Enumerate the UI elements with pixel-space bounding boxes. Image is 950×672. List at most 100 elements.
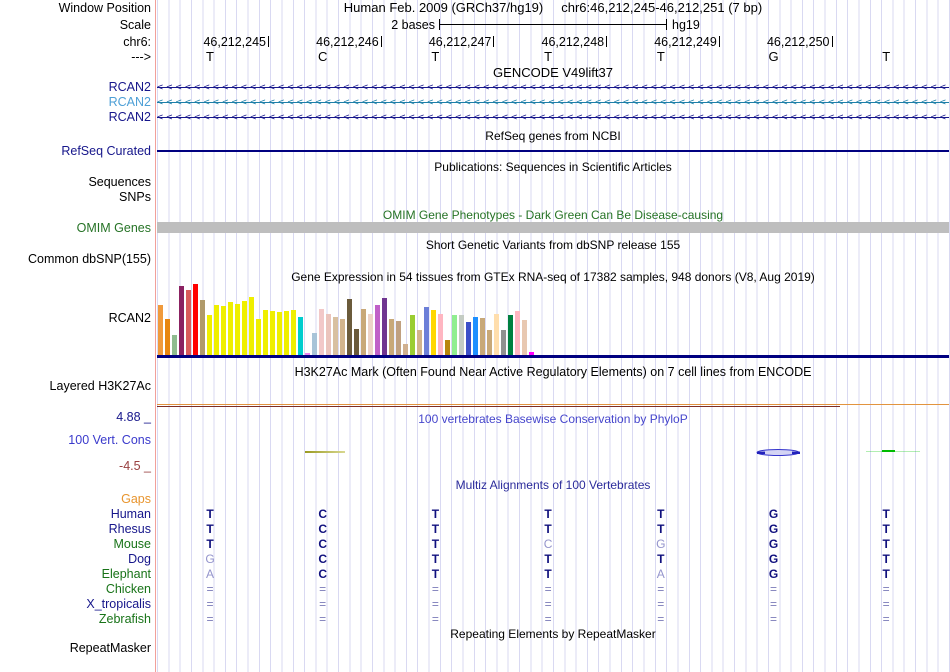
gtex-bar xyxy=(423,307,429,355)
alignment-base: T xyxy=(882,551,890,566)
alignment-base: C xyxy=(318,536,328,551)
alignment-base: = xyxy=(882,611,890,626)
repeatmasker-label[interactable]: RepeatMasker xyxy=(69,641,151,655)
gtex-bar xyxy=(374,305,380,355)
gtex-bar xyxy=(486,330,492,355)
refseq-curated-item[interactable] xyxy=(157,150,949,152)
gencode-strand-arrows: <<<<<<<<<<<<<<<<<<<<<<<<<<<<<<<<<<<<<<<<… xyxy=(157,112,949,123)
alignment-base: T xyxy=(657,521,665,536)
coordinate-label: 46,212,245 xyxy=(203,35,266,49)
gtex-bar xyxy=(297,317,303,355)
gtex-bar xyxy=(241,301,247,355)
phylop-max-label: 4.88 _ xyxy=(116,410,151,424)
species-label-x_tropicalis[interactable]: X_tropicalis xyxy=(86,596,151,611)
gencode-transcript-label[interactable]: RCAN2 xyxy=(108,110,151,124)
gtex-bar xyxy=(507,315,513,355)
gtex-bar xyxy=(283,311,289,355)
position-range: chr6:46,212,245-46,212,251 (7 bp) xyxy=(561,0,763,15)
gtex-bar xyxy=(472,317,478,355)
gencode-transcript-label[interactable]: RCAN2 xyxy=(108,95,151,109)
refseq-track-title: RefSeq genes from NCBI xyxy=(485,129,621,143)
species-label-human[interactable]: Human xyxy=(110,506,151,521)
species-label-elephant[interactable]: Elephant xyxy=(101,566,151,581)
alignment-base: = xyxy=(657,581,665,596)
gencode-transcript-label[interactable]: RCAN2 xyxy=(108,80,151,94)
alignment-base: = xyxy=(882,581,890,596)
window-position-label: Window Position xyxy=(58,1,151,15)
gtex-bar xyxy=(220,306,226,355)
species-label-mouse[interactable]: Mouse xyxy=(113,536,151,551)
gtex-bar xyxy=(325,314,331,355)
alignment-base: G xyxy=(768,506,779,521)
alignment-base: = xyxy=(882,596,890,611)
label-separator-line xyxy=(155,0,156,672)
alignment-base: T xyxy=(882,566,890,581)
gtex-bar xyxy=(367,314,373,355)
coordinate-label: 46,212,250 xyxy=(766,35,830,49)
omim-gene-bar[interactable] xyxy=(157,222,949,233)
species-label-dog[interactable]: Dog xyxy=(128,551,151,566)
gtex-bar xyxy=(514,311,520,355)
gtex-bar xyxy=(395,321,401,355)
alignment-base: = xyxy=(206,581,214,596)
alignment-base: = xyxy=(319,611,327,626)
gtex-bar xyxy=(521,320,527,355)
alignment-base: T xyxy=(657,506,665,521)
gtex-bar xyxy=(213,305,219,355)
gtex-bar xyxy=(444,340,450,355)
h3k27ac-signal-maroon[interactable] xyxy=(157,405,840,407)
snps-label[interactable]: SNPs xyxy=(119,190,151,204)
alignment-base: T xyxy=(206,536,214,551)
gtex-bar xyxy=(192,284,198,355)
gtex-bar xyxy=(332,317,338,355)
base-position-gridlines xyxy=(157,0,950,672)
omim-track-title: OMIM Gene Phenotypes - Dark Green Can Be… xyxy=(382,208,724,222)
refseq-curated-label[interactable]: RefSeq Curated xyxy=(61,144,151,158)
gtex-bar xyxy=(360,309,366,355)
species-label-zebrafish[interactable]: Zebrafish xyxy=(98,611,151,626)
alignment-base: T xyxy=(657,551,665,566)
gaps-label[interactable]: Gaps xyxy=(121,492,151,506)
sequences-label[interactable]: Sequences xyxy=(88,175,151,189)
coordinate-tick xyxy=(831,36,833,47)
alignment-base: G xyxy=(768,521,779,536)
alignment-base: G xyxy=(656,536,666,551)
sequence-base: T xyxy=(544,49,553,64)
alignment-base: T xyxy=(882,536,890,551)
strand-arrow-label[interactable]: ---> xyxy=(131,50,151,64)
coordinate-tick xyxy=(606,36,608,47)
conservation-mark-green xyxy=(882,450,895,452)
alignment-base: = xyxy=(319,596,327,611)
gtex-track-title: Gene Expression in 54 tissues from GTEx … xyxy=(291,270,815,284)
gtex-bar xyxy=(451,315,457,355)
coordinate-label: 46,212,249 xyxy=(654,35,717,49)
gtex-bar xyxy=(206,315,212,355)
common-dbsnp-label[interactable]: Common dbSNP(155) xyxy=(28,252,151,266)
alignment-base: G xyxy=(205,551,215,566)
species-label-chicken[interactable]: Chicken xyxy=(105,581,151,596)
alignment-base: = xyxy=(206,596,214,611)
h3k27ac-signal-orange[interactable] xyxy=(157,404,949,405)
alignment-base: G xyxy=(768,566,779,581)
gtex-bar xyxy=(276,312,282,355)
cons-track-label[interactable]: 100 Vert. Cons xyxy=(68,433,151,447)
gencode-transcript-row[interactable]: <<<<<<<<<<<<<<<<<<<<<<<<<<<<<<<<<<<<<<<<… xyxy=(157,95,949,110)
alignment-base: T xyxy=(206,521,214,536)
omim-genes-label[interactable]: OMIM Genes xyxy=(76,221,151,235)
gencode-transcript-row[interactable]: <<<<<<<<<<<<<<<<<<<<<<<<<<<<<<<<<<<<<<<<… xyxy=(157,110,949,125)
coordinate-tick xyxy=(380,36,382,47)
gtex-bar xyxy=(234,304,240,355)
species-label-rhesus[interactable]: Rhesus xyxy=(108,521,151,536)
gtex-gene-label[interactable]: RCAN2 xyxy=(108,311,151,325)
alignment-base: C xyxy=(318,521,328,536)
gtex-bar xyxy=(353,329,359,355)
coordinate-tick xyxy=(268,36,269,47)
gencode-transcript-row[interactable]: <<<<<<<<<<<<<<<<<<<<<<<<<<<<<<<<<<<<<<<<… xyxy=(157,80,949,95)
alignment-base: = xyxy=(431,611,439,626)
alignment-base: T xyxy=(431,536,440,551)
gtex-bar xyxy=(388,319,394,355)
chromosome-label: chr6: xyxy=(123,35,151,49)
gtex-bar xyxy=(479,318,485,355)
gtex-bar xyxy=(500,330,506,355)
layered-h3k27ac-label[interactable]: Layered H3K27Ac xyxy=(49,379,151,393)
